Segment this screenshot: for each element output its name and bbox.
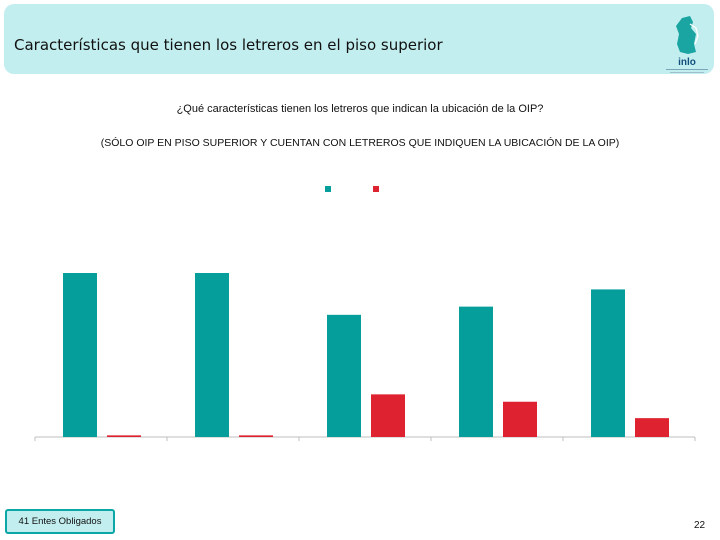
logo-icon: inlo	[666, 16, 708, 73]
bar-series-2-category-4	[503, 401, 537, 437]
bar-series-1-category-5	[591, 289, 625, 437]
bar-series-1-category-1	[63, 273, 97, 437]
svg-text:inlo: inlo	[678, 57, 696, 68]
chart-question: ¿Qué características tienen los letreros…	[176, 103, 544, 115]
sample-size-badge: 41 Entes Obligados	[5, 509, 115, 534]
bar-series-2-category-3	[371, 394, 405, 437]
legend-item-series-a	[325, 186, 331, 192]
legend-swatch-series-a	[325, 186, 331, 192]
chart-subtitle: (SÓLO OIP EN PISO SUPERIOR Y CUENTAN CON…	[100, 137, 620, 149]
bar-series-2-category-1	[107, 435, 141, 437]
legend-item-series-b	[373, 186, 379, 192]
bar-series-2-category-2	[239, 435, 273, 437]
header-banner: Características que tienen los letreros …	[4, 4, 714, 74]
bar-series-2-category-5	[635, 418, 669, 437]
bar-series-1-category-2	[195, 273, 229, 437]
page-title: Características que tienen los letreros …	[14, 36, 443, 54]
page-number: 22	[694, 520, 706, 531]
legend-swatch-series-b	[373, 186, 379, 192]
bar-series-1-category-4	[459, 306, 493, 437]
bar-series-1-category-3	[327, 314, 361, 437]
